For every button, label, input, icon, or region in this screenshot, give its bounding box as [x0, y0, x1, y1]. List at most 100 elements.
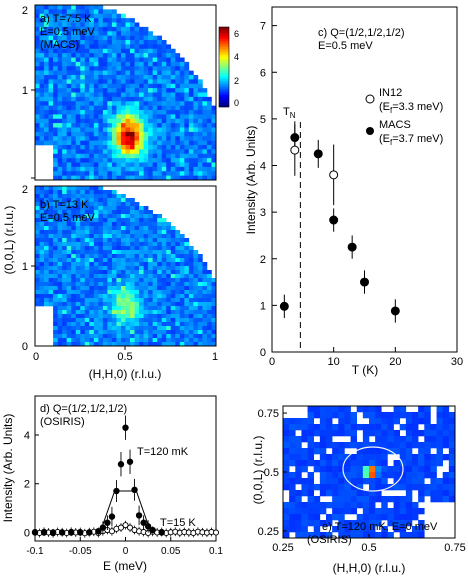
heatmap-cell	[71, 322, 77, 327]
heatmap-cell	[188, 310, 194, 315]
heatmap-cell	[202, 114, 208, 120]
heatmap-cell	[289, 472, 296, 479]
heatmap-cell	[93, 314, 99, 319]
heatmap-cell	[143, 162, 149, 168]
heatmap-cell	[375, 460, 382, 467]
heatmap-cell	[143, 35, 149, 41]
heatmap-cell	[134, 250, 140, 255]
heatmap-cell	[107, 266, 113, 271]
heatmap-cell	[152, 278, 158, 283]
heatmap-cell	[80, 70, 86, 76]
heatmap-cell	[125, 26, 131, 32]
colorbar-segment	[219, 103, 229, 106]
heatmap-cell	[125, 145, 131, 150]
heatmap-cell	[75, 53, 81, 58]
heatmap-cell	[53, 92, 58, 98]
heatmap-cell	[66, 136, 72, 141]
heatmap-cell	[84, 186, 90, 191]
heatmap-cell	[125, 166, 131, 172]
heatmap-cell	[206, 110, 212, 115]
heatmap-cell	[71, 218, 77, 223]
heatmap-cell	[184, 294, 190, 299]
heatmap-cell	[152, 314, 158, 319]
heatmap-cell	[202, 338, 208, 343]
heatmap-cell	[175, 110, 181, 115]
heatmap-cell	[161, 262, 167, 267]
heatmap-cell	[35, 194, 40, 199]
heatmap-cell	[93, 136, 99, 141]
heatmap-cell	[75, 149, 81, 155]
heatmap-cell	[148, 294, 153, 299]
heatmap-cell	[57, 198, 63, 203]
heatmap-cell	[134, 44, 140, 50]
heatmap-cell	[283, 460, 290, 467]
heatmap-cell	[111, 44, 117, 50]
heatmap-cell	[98, 322, 104, 327]
heatmap-cell	[206, 334, 212, 339]
heatmap-cell	[62, 238, 67, 243]
heatmap-cell	[130, 31, 135, 36]
heatmap-cell	[211, 105, 217, 111]
heatmap-cell	[35, 278, 40, 283]
heatmap-cell	[111, 75, 117, 80]
heatmap-cell	[84, 114, 90, 120]
heatmap-cell	[80, 9, 86, 15]
heatmap-cell	[98, 266, 104, 271]
heatmap-cell	[66, 75, 72, 80]
heatmap-cell	[116, 127, 122, 133]
heatmap-cell	[62, 92, 67, 98]
heatmap-cell	[35, 230, 40, 235]
heatmap-cell	[134, 105, 140, 111]
heatmap-cell	[130, 246, 135, 251]
heatmap-cell	[93, 210, 99, 215]
heatmap-cell	[134, 35, 140, 41]
heatmap-cell	[98, 40, 104, 45]
heatmap-cell	[393, 508, 401, 515]
heatmap-cell	[53, 127, 58, 133]
heatmap-cell	[35, 210, 40, 215]
heatmap-cell	[179, 153, 185, 159]
heatmap-cell	[143, 75, 149, 80]
heatmap-cell	[193, 145, 199, 150]
heatmap-cell	[120, 230, 126, 235]
heatmap-cell	[62, 101, 67, 106]
panel-ab-xlabel: (H,H,0) (r.l.u.)	[89, 367, 162, 381]
heatmap-cell	[175, 338, 181, 343]
heatmap-cell	[66, 123, 72, 128]
heatmap-cell	[412, 478, 419, 485]
heatmap-cell	[80, 286, 86, 291]
heatmap-cell	[93, 26, 99, 32]
panel-c-ytick: 3	[260, 207, 266, 219]
heatmap-cell	[98, 190, 104, 195]
heatmap-cell	[307, 502, 315, 509]
heatmap-cell	[134, 131, 140, 137]
heatmap-cell	[107, 79, 113, 85]
heatmap-cell	[301, 424, 308, 431]
heatmap-cell	[48, 214, 54, 219]
heatmap-cell	[89, 274, 95, 279]
heatmap-cell	[206, 166, 212, 172]
heatmap-cell	[66, 166, 72, 172]
heatmap-cell	[120, 92, 126, 98]
heatmap-cell	[102, 266, 108, 271]
heatmap-cell	[89, 83, 95, 89]
heatmap-cell	[80, 250, 86, 255]
heatmap-cell	[98, 96, 104, 102]
heatmap-cell	[161, 322, 167, 327]
heatmap-cell	[175, 66, 181, 71]
heatmap-cell	[307, 454, 315, 461]
heatmap-cell	[89, 88, 95, 93]
panel-b-ytick: 0	[22, 341, 28, 353]
heatmap-cell	[120, 145, 126, 150]
heatmap-cell	[84, 234, 90, 239]
heatmap-cell	[71, 53, 77, 58]
heatmap-cell	[89, 136, 95, 141]
heatmap-cell	[116, 171, 122, 176]
heatmap-cell	[399, 448, 407, 455]
heatmap-cell	[102, 96, 108, 102]
heatmap-cell	[369, 442, 376, 449]
heatmap-cell	[62, 330, 67, 335]
heatmap-cell	[148, 238, 153, 243]
heatmap-cell	[48, 105, 54, 111]
heatmap-cell	[301, 418, 308, 425]
